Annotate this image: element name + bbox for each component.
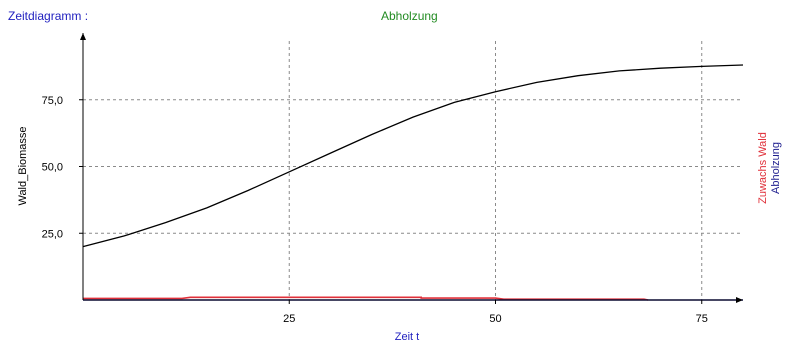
x-tick-label: 25 <box>283 313 295 325</box>
series-line-biomass <box>82 64 744 248</box>
grid-lines <box>83 41 743 300</box>
x-tick-label: 75 <box>696 313 708 325</box>
axes <box>79 33 743 304</box>
y-tick-label: 25,0 <box>42 228 63 240</box>
legend-label-zuwachs-wald: Zuwachs Wald <box>757 132 769 204</box>
diagram-type-label: Zeitdiagramm : <box>8 9 89 23</box>
y-axis-label: Wald_Biomasse <box>17 126 29 205</box>
chart-title: Abholzung <box>381 9 438 23</box>
tick-labels: 25 50 75 25,0 50,0 75,0 <box>42 95 708 325</box>
x-axis-label: Zeit t <box>395 331 419 343</box>
y-axis-arrow <box>80 33 86 40</box>
x-axis-arrow <box>736 297 743 303</box>
y-tick-label: 75,0 <box>42 95 63 107</box>
x-tick-label: 50 <box>489 313 501 325</box>
legend-label-abholzung: Abholzung <box>770 142 782 194</box>
y-tick-label: 50,0 <box>42 162 63 174</box>
